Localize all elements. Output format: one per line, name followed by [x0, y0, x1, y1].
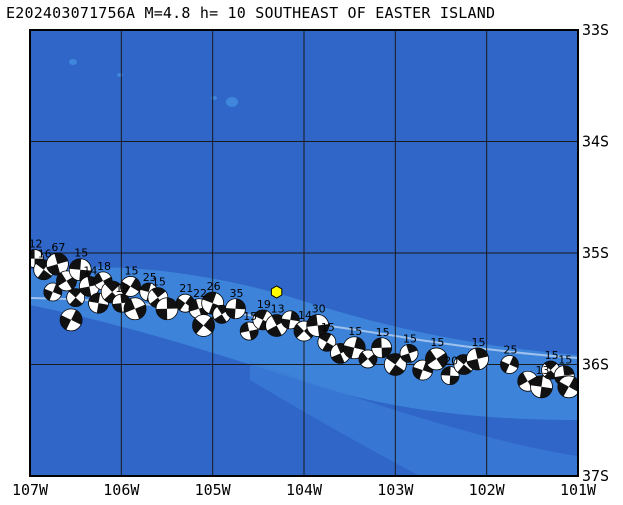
beachball-icon: [466, 347, 489, 371]
lat-tick-label: 36S: [582, 356, 609, 374]
depth-label: 16: [38, 248, 52, 261]
lat-tick-label: 37S: [582, 467, 609, 485]
beachball-icon: [358, 349, 378, 369]
beachball-icon: [68, 258, 92, 282]
depth-label: 14: [298, 309, 312, 322]
map-title: E202403071756A M=4.8 h= 10 SOUTHEAST OF …: [6, 4, 496, 22]
lat-tick-label: 33S: [582, 21, 609, 39]
map-frame: [29, 29, 579, 477]
beachball-icon: [59, 308, 83, 332]
depth-label: 22: [193, 287, 207, 300]
depth-label: 13: [535, 364, 549, 377]
depth-label: 14: [83, 264, 97, 277]
beachball-icon: [120, 276, 141, 297]
depth-label: 25: [504, 344, 518, 357]
beachball-icon: [425, 347, 448, 371]
lat-tick-label: 35S: [582, 244, 609, 262]
beachball-icon: [383, 353, 407, 376]
beachball-icon: [500, 355, 519, 374]
beachball-icon: [192, 314, 215, 337]
focal-mechanisms: [30, 249, 578, 399]
depth-label: 15: [545, 349, 559, 362]
depth-label: 15: [376, 326, 390, 339]
beachball-icon: [440, 366, 460, 386]
beachball-icon: [155, 297, 179, 321]
beachball-icon: [306, 314, 330, 337]
depth-label: 25: [143, 271, 157, 284]
lon-tick-label: 101W: [560, 481, 597, 499]
lat-tick-label: 34S: [582, 133, 609, 151]
depth-label: 15: [74, 247, 88, 260]
depth-label: 15: [321, 321, 335, 334]
lon-tick-label: 104W: [286, 481, 323, 499]
beachball-icon: [342, 336, 366, 360]
lon-tick-label: 103W: [377, 481, 414, 499]
seamount: [226, 97, 238, 107]
depth-label: 15: [472, 336, 486, 349]
beachball-icon: [239, 321, 259, 341]
beachball-icon: [371, 337, 393, 359]
beachball-icon: [530, 375, 553, 399]
lon-tick-label: 102W: [469, 481, 506, 499]
lon-tick-label: 107W: [12, 481, 49, 499]
depth-label: 15: [152, 276, 166, 289]
beachball-icon: [123, 297, 147, 321]
beachball-icon: [399, 343, 419, 363]
axis-tick-labels: 107W 106W 105W 104W 103W 102W 101W 33S 34S 35S 36S…: [12, 21, 609, 499]
depth-label: 15: [403, 332, 417, 345]
ridge-shading-lower: [250, 360, 578, 476]
depth-label: 15: [348, 325, 362, 338]
epicenter-hexagon-marker[interactable]: [270, 285, 283, 299]
depth-label: 35: [230, 287, 244, 300]
beachball-icon: [557, 375, 578, 399]
depth-label: 30: [312, 302, 326, 315]
beachball-icon: [46, 252, 69, 276]
depth-label: 67: [51, 241, 65, 254]
depth-label: 20: [444, 355, 458, 368]
beachball-icon: [66, 288, 86, 308]
beachball-icon: [280, 310, 300, 330]
depth-label: 13: [271, 302, 285, 315]
depth-label: 15: [124, 264, 138, 277]
depth-label: 15: [430, 336, 444, 349]
lon-tick-label: 105W: [195, 481, 232, 499]
depth-label: 12: [29, 238, 43, 251]
depth-label: 15: [558, 354, 572, 367]
depth-label: 19: [257, 298, 271, 311]
beachball-icon: [225, 298, 246, 320]
seamount: [211, 96, 217, 100]
depth-label: 18: [97, 260, 111, 273]
beachball-icon: [43, 282, 63, 302]
depth-label: 19: [115, 282, 129, 295]
seamount: [117, 73, 123, 77]
depth-label: 21: [179, 282, 193, 295]
depth-label: 26: [207, 280, 221, 293]
depth-label: 15: [243, 310, 257, 323]
seamount: [69, 59, 77, 65]
lon-tick-label: 106W: [103, 481, 140, 499]
